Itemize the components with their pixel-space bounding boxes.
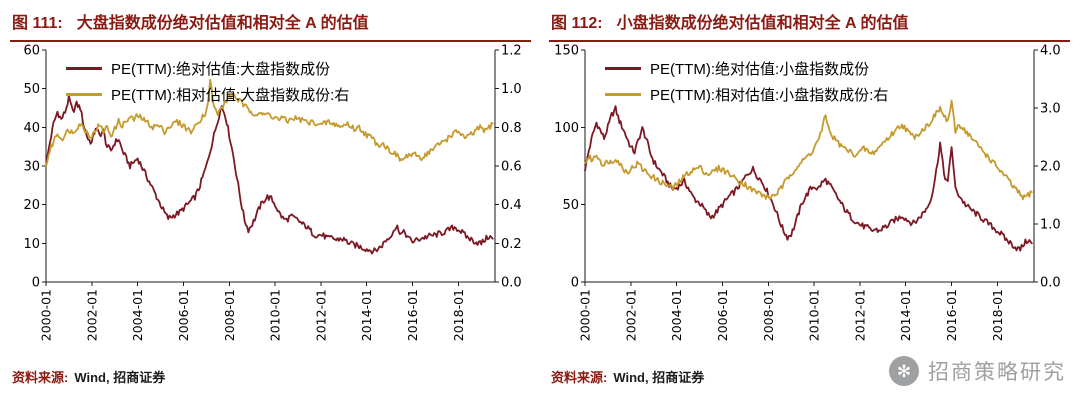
x-axis: 2000-01 2002-01 2004-01 2006-01 2008-01 2010-…	[578, 282, 1005, 341]
figure-112-title-bar: 图 112: 小盘指数成份绝对估值和相对全 A 的估值	[549, 6, 1070, 42]
svg-text:40: 40	[23, 121, 40, 136]
watermark-text: 招商策略研究	[928, 361, 1066, 384]
svg-text:2010-01: 2010-01	[268, 289, 283, 341]
source-label: 资料来源:	[12, 370, 69, 385]
svg-text:10: 10	[23, 237, 40, 252]
svg-text:0.8: 0.8	[501, 121, 522, 136]
legend-item: PE(TTM):相对估值:小盘指数成份:右	[605, 84, 888, 105]
svg-text:2004-01: 2004-01	[669, 289, 684, 341]
source-note: 资料来源: Wind, 招商证券	[10, 364, 531, 386]
svg-text:2006-01: 2006-01	[715, 289, 730, 341]
figure-label: 图 111:	[12, 15, 63, 32]
svg-text:2012-01: 2012-01	[313, 289, 328, 341]
figure-111-panel: 图 111: 大盘指数成份绝对估值和相对全 A 的估值 0 10 20 30 40 50 6…	[10, 6, 531, 386]
svg-text:1.0: 1.0	[501, 82, 522, 97]
svg-text:0.0: 0.0	[1040, 276, 1061, 291]
svg-text:2000-01: 2000-01	[39, 289, 54, 341]
svg-text:60: 60	[23, 44, 40, 59]
absolute-pe-line	[584, 105, 1033, 252]
legend-item: PE(TTM):绝对估值:大盘指数成份	[66, 58, 349, 79]
svg-text:0.2: 0.2	[501, 237, 522, 252]
figure-111-title-bar: 图 111: 大盘指数成份绝对估值和相对全 A 的估值	[10, 6, 531, 42]
svg-text:50: 50	[23, 82, 40, 97]
svg-text:2014-01: 2014-01	[359, 289, 374, 341]
svg-text:2016-01: 2016-01	[405, 289, 420, 341]
svg-text:2002-01: 2002-01	[84, 289, 99, 341]
y-axis-right: 0.0 1.0 2.0 3.0 4.0	[1034, 44, 1061, 291]
svg-text:2008-01: 2008-01	[761, 289, 776, 341]
legend-line-swatch	[605, 67, 641, 70]
svg-text:1.2: 1.2	[501, 44, 522, 59]
legend-label: PE(TTM):绝对估值:小盘指数成份	[650, 61, 870, 78]
svg-text:0.0: 0.0	[501, 276, 522, 291]
source-value: Wind, 招商证券	[74, 370, 166, 385]
svg-text:2014-01: 2014-01	[898, 289, 913, 341]
legend-line-swatch	[66, 67, 102, 70]
svg-text:30: 30	[23, 160, 40, 175]
svg-text:0.4: 0.4	[501, 198, 522, 213]
figure-title: 小盘指数成份绝对估值和相对全 A 的估值	[616, 15, 909, 32]
source-label: 资料来源:	[551, 370, 608, 385]
svg-text:2004-01: 2004-01	[130, 289, 145, 341]
legend-label: PE(TTM):绝对估值:大盘指数成份	[111, 61, 331, 78]
svg-text:100: 100	[554, 121, 579, 136]
watermark: ✻ 招商策略研究	[889, 356, 1066, 386]
relative-pe-line	[584, 99, 1033, 201]
figure-label: 图 112:	[551, 15, 603, 32]
legend-line-swatch	[605, 93, 641, 96]
svg-text:2002-01: 2002-01	[623, 289, 638, 341]
svg-text:2012-01: 2012-01	[852, 289, 867, 341]
figure-112-legend: PE(TTM):绝对估值:小盘指数成份 PE(TTM):相对估值:小盘指数成份:…	[605, 58, 888, 105]
x-axis: 2000-01 2002-01 2004-01 2006-01 2008-01 2010-…	[39, 282, 466, 341]
svg-text:150: 150	[554, 44, 579, 59]
svg-text:2010-01: 2010-01	[807, 289, 822, 341]
svg-text:2.0: 2.0	[1040, 160, 1061, 175]
legend-label: PE(TTM):相对估值:小盘指数成份:右	[650, 87, 889, 104]
source-value: Wind, 招商证券	[613, 370, 705, 385]
svg-text:2016-01: 2016-01	[944, 289, 959, 341]
relative-pe-line	[45, 78, 494, 167]
y-axis-right: 0.0 0.2 0.4 0.6 0.8 1.0 1.2	[495, 44, 522, 291]
cms-logo-icon: ✻	[889, 356, 919, 386]
svg-text:0: 0	[32, 276, 40, 291]
svg-text:2006-01: 2006-01	[176, 289, 191, 341]
figure-111-chart-area: 0 10 20 30 40 50 60 0.0 0.2 0.4 0.6 0.8 1.0 1.2 2000-0…	[10, 42, 531, 364]
svg-text:0: 0	[571, 276, 579, 291]
large-cap-line-chart: 0 10 20 30 40 50 60 0.0 0.2 0.4 0.6 0.8 1.0 1.2 2000-0…	[23, 44, 522, 342]
figure-112-panel: 图 112: 小盘指数成份绝对估值和相对全 A 的估值 0 50 100 150 0.0…	[549, 6, 1070, 386]
legend-label: PE(TTM):相对估值:大盘指数成份:右	[111, 87, 350, 104]
absolute-pe-line	[45, 94, 494, 255]
source-note: 资料来源: Wind, 招商证券	[549, 364, 1070, 386]
y-axis-left: 0 10 20 30 40 50 60	[23, 44, 46, 291]
figure-title: 大盘指数成份绝对估值和相对全 A 的估值	[76, 15, 369, 32]
svg-text:2018-01: 2018-01	[451, 289, 466, 341]
svg-text:0.6: 0.6	[501, 160, 522, 175]
svg-text:20: 20	[23, 198, 40, 213]
svg-text:2018-01: 2018-01	[990, 289, 1005, 341]
legend-item: PE(TTM):相对估值:大盘指数成份:右	[66, 84, 349, 105]
legend-item: PE(TTM):绝对估值:小盘指数成份	[605, 58, 888, 79]
svg-text:2008-01: 2008-01	[222, 289, 237, 341]
svg-text:1.0: 1.0	[1040, 218, 1061, 233]
svg-text:3.0: 3.0	[1040, 102, 1061, 117]
svg-text:4.0: 4.0	[1040, 44, 1061, 59]
chart-panels: 图 111: 大盘指数成份绝对估值和相对全 A 的估值 0 10 20 30 40 50 6…	[10, 6, 1070, 386]
y-axis-left: 0 50 100 150	[554, 44, 585, 291]
svg-text:50: 50	[562, 198, 579, 213]
figure-111-legend: PE(TTM):绝对估值:大盘指数成份 PE(TTM):相对估值:大盘指数成份:…	[66, 58, 349, 105]
legend-line-swatch	[66, 93, 102, 96]
svg-text:2000-01: 2000-01	[578, 289, 593, 341]
figure-112-chart-area: 0 50 100 150 0.0 1.0 2.0 3.0 4.0 2000-01 2002-01 20…	[549, 42, 1070, 364]
